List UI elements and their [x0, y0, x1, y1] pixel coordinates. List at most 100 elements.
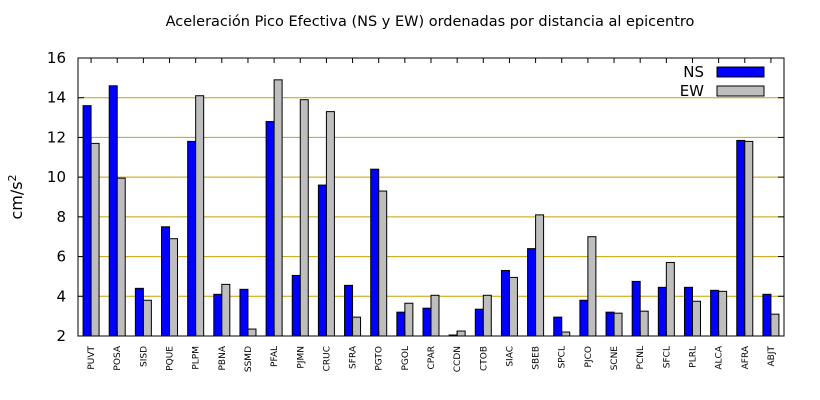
y-tick-label: 16: [47, 49, 66, 67]
bar-ew: [561, 331, 571, 337]
bar-ns: [317, 184, 327, 337]
bar-ew: [508, 276, 518, 337]
bar-ew: [247, 328, 257, 337]
x-tick-label: SFCL: [662, 346, 672, 368]
x-tick-label: PGOL: [401, 346, 411, 371]
bar-ew: [639, 310, 649, 337]
x-tick-label: SSMD: [244, 346, 254, 372]
x-tick-label: SPCL: [558, 346, 568, 368]
y-tick-label: 12: [47, 128, 66, 146]
x-tick-label: PQUE: [166, 346, 176, 371]
legend-label: NS: [683, 63, 704, 81]
bar-ns: [474, 308, 484, 337]
y-tick-label: 2: [56, 327, 66, 345]
x-tick-label: PGTO: [375, 346, 385, 371]
x-tick-label: PJMN: [296, 346, 306, 369]
bar-ns: [265, 121, 275, 337]
bar-ns: [579, 299, 589, 337]
y-axis-label: cm/s2: [6, 174, 26, 219]
x-tick-label: SFRA: [349, 345, 359, 369]
x-tick-label: AFRA: [741, 345, 751, 369]
bar-ew: [718, 290, 728, 337]
bar-ew: [744, 140, 754, 337]
x-tick-label: SCNE: [610, 346, 620, 371]
chart-title: Aceleración Pico Efectiva (NS y EW) orde…: [165, 14, 695, 30]
bar-ew: [613, 312, 623, 337]
x-tick-label: ABJT: [767, 345, 777, 366]
bar-ns: [396, 311, 406, 337]
bar-ew: [587, 236, 597, 337]
bar-ew: [221, 283, 231, 337]
bar-ns: [134, 287, 144, 337]
bar-ns: [161, 226, 171, 337]
bar-ns: [291, 274, 301, 337]
x-tick-label: PCNL: [636, 346, 646, 369]
x-tick-label: ALCA: [715, 345, 725, 369]
legend-swatch: [716, 85, 765, 97]
x-tick-label: PJCO: [584, 346, 594, 367]
bar-ew: [299, 99, 309, 337]
x-tick-label: SBEB: [532, 346, 542, 370]
plot-frame: [77, 57, 785, 337]
bar-ew: [90, 142, 100, 337]
y-tick-label: 10: [47, 168, 66, 186]
x-tick-label: PUVT: [87, 346, 97, 370]
x-tick-label: PLRL: [688, 346, 698, 368]
bar-ew: [430, 294, 440, 337]
bar-ew: [404, 302, 414, 337]
bar-ew: [352, 316, 362, 337]
bar-ns: [527, 248, 537, 337]
y-axis-label-exponent: 2: [6, 174, 19, 181]
bar-ns: [370, 168, 380, 337]
bar-ew: [142, 299, 152, 337]
bar-ns: [108, 85, 118, 337]
y-tick-label: 8: [56, 208, 66, 226]
x-tick-label: SIAC: [505, 346, 515, 367]
x-tick-label: SISD: [139, 346, 149, 367]
bar-ns: [605, 311, 615, 337]
bar-ew: [273, 79, 283, 337]
y-tick-label: 14: [47, 89, 66, 107]
x-tick-label: CRUC: [322, 346, 332, 371]
y-tick-label: 6: [56, 248, 66, 266]
x-tick-label: PBNA: [218, 345, 228, 370]
bar-ns: [448, 334, 458, 337]
x-tick-label: POSA: [113, 345, 123, 370]
bar-ew: [116, 177, 126, 337]
legend-label: EW: [680, 82, 704, 100]
bar-ew: [535, 214, 545, 337]
bar-ew: [325, 111, 335, 337]
bar-ns: [500, 269, 510, 337]
bar-ns: [683, 286, 693, 337]
bar-ew: [195, 95, 205, 337]
bar-ns: [213, 293, 223, 337]
bar-ew: [770, 313, 780, 337]
bar-ns: [82, 105, 92, 337]
x-tick-label: PLPM: [192, 346, 202, 370]
bar-ns: [710, 289, 720, 337]
bar-ew: [665, 262, 675, 337]
bar-ns: [736, 139, 746, 337]
x-tick-label: CTOB: [479, 346, 489, 371]
bar-ns: [553, 316, 563, 337]
bar-ew: [169, 238, 179, 337]
bar-ew: [456, 330, 466, 337]
bar-ew: [482, 294, 492, 337]
bar-ns: [239, 288, 249, 337]
legend-swatch: [716, 66, 765, 78]
x-tick-label: PFAL: [270, 346, 280, 367]
bar-ns: [631, 280, 641, 337]
y-axis-label-base: cm/s: [7, 181, 26, 219]
bar-ns: [187, 140, 197, 337]
bar-ns: [344, 284, 354, 337]
bar-ew: [378, 190, 388, 337]
bar-ns: [422, 307, 432, 337]
bar-ns: [657, 286, 667, 337]
x-tick-label: CPAR: [427, 346, 437, 370]
y-tick-label: 4: [56, 287, 66, 305]
x-tick-label: CCDN: [453, 346, 463, 372]
bar-ew: [691, 300, 701, 337]
bar-ns: [762, 293, 772, 337]
